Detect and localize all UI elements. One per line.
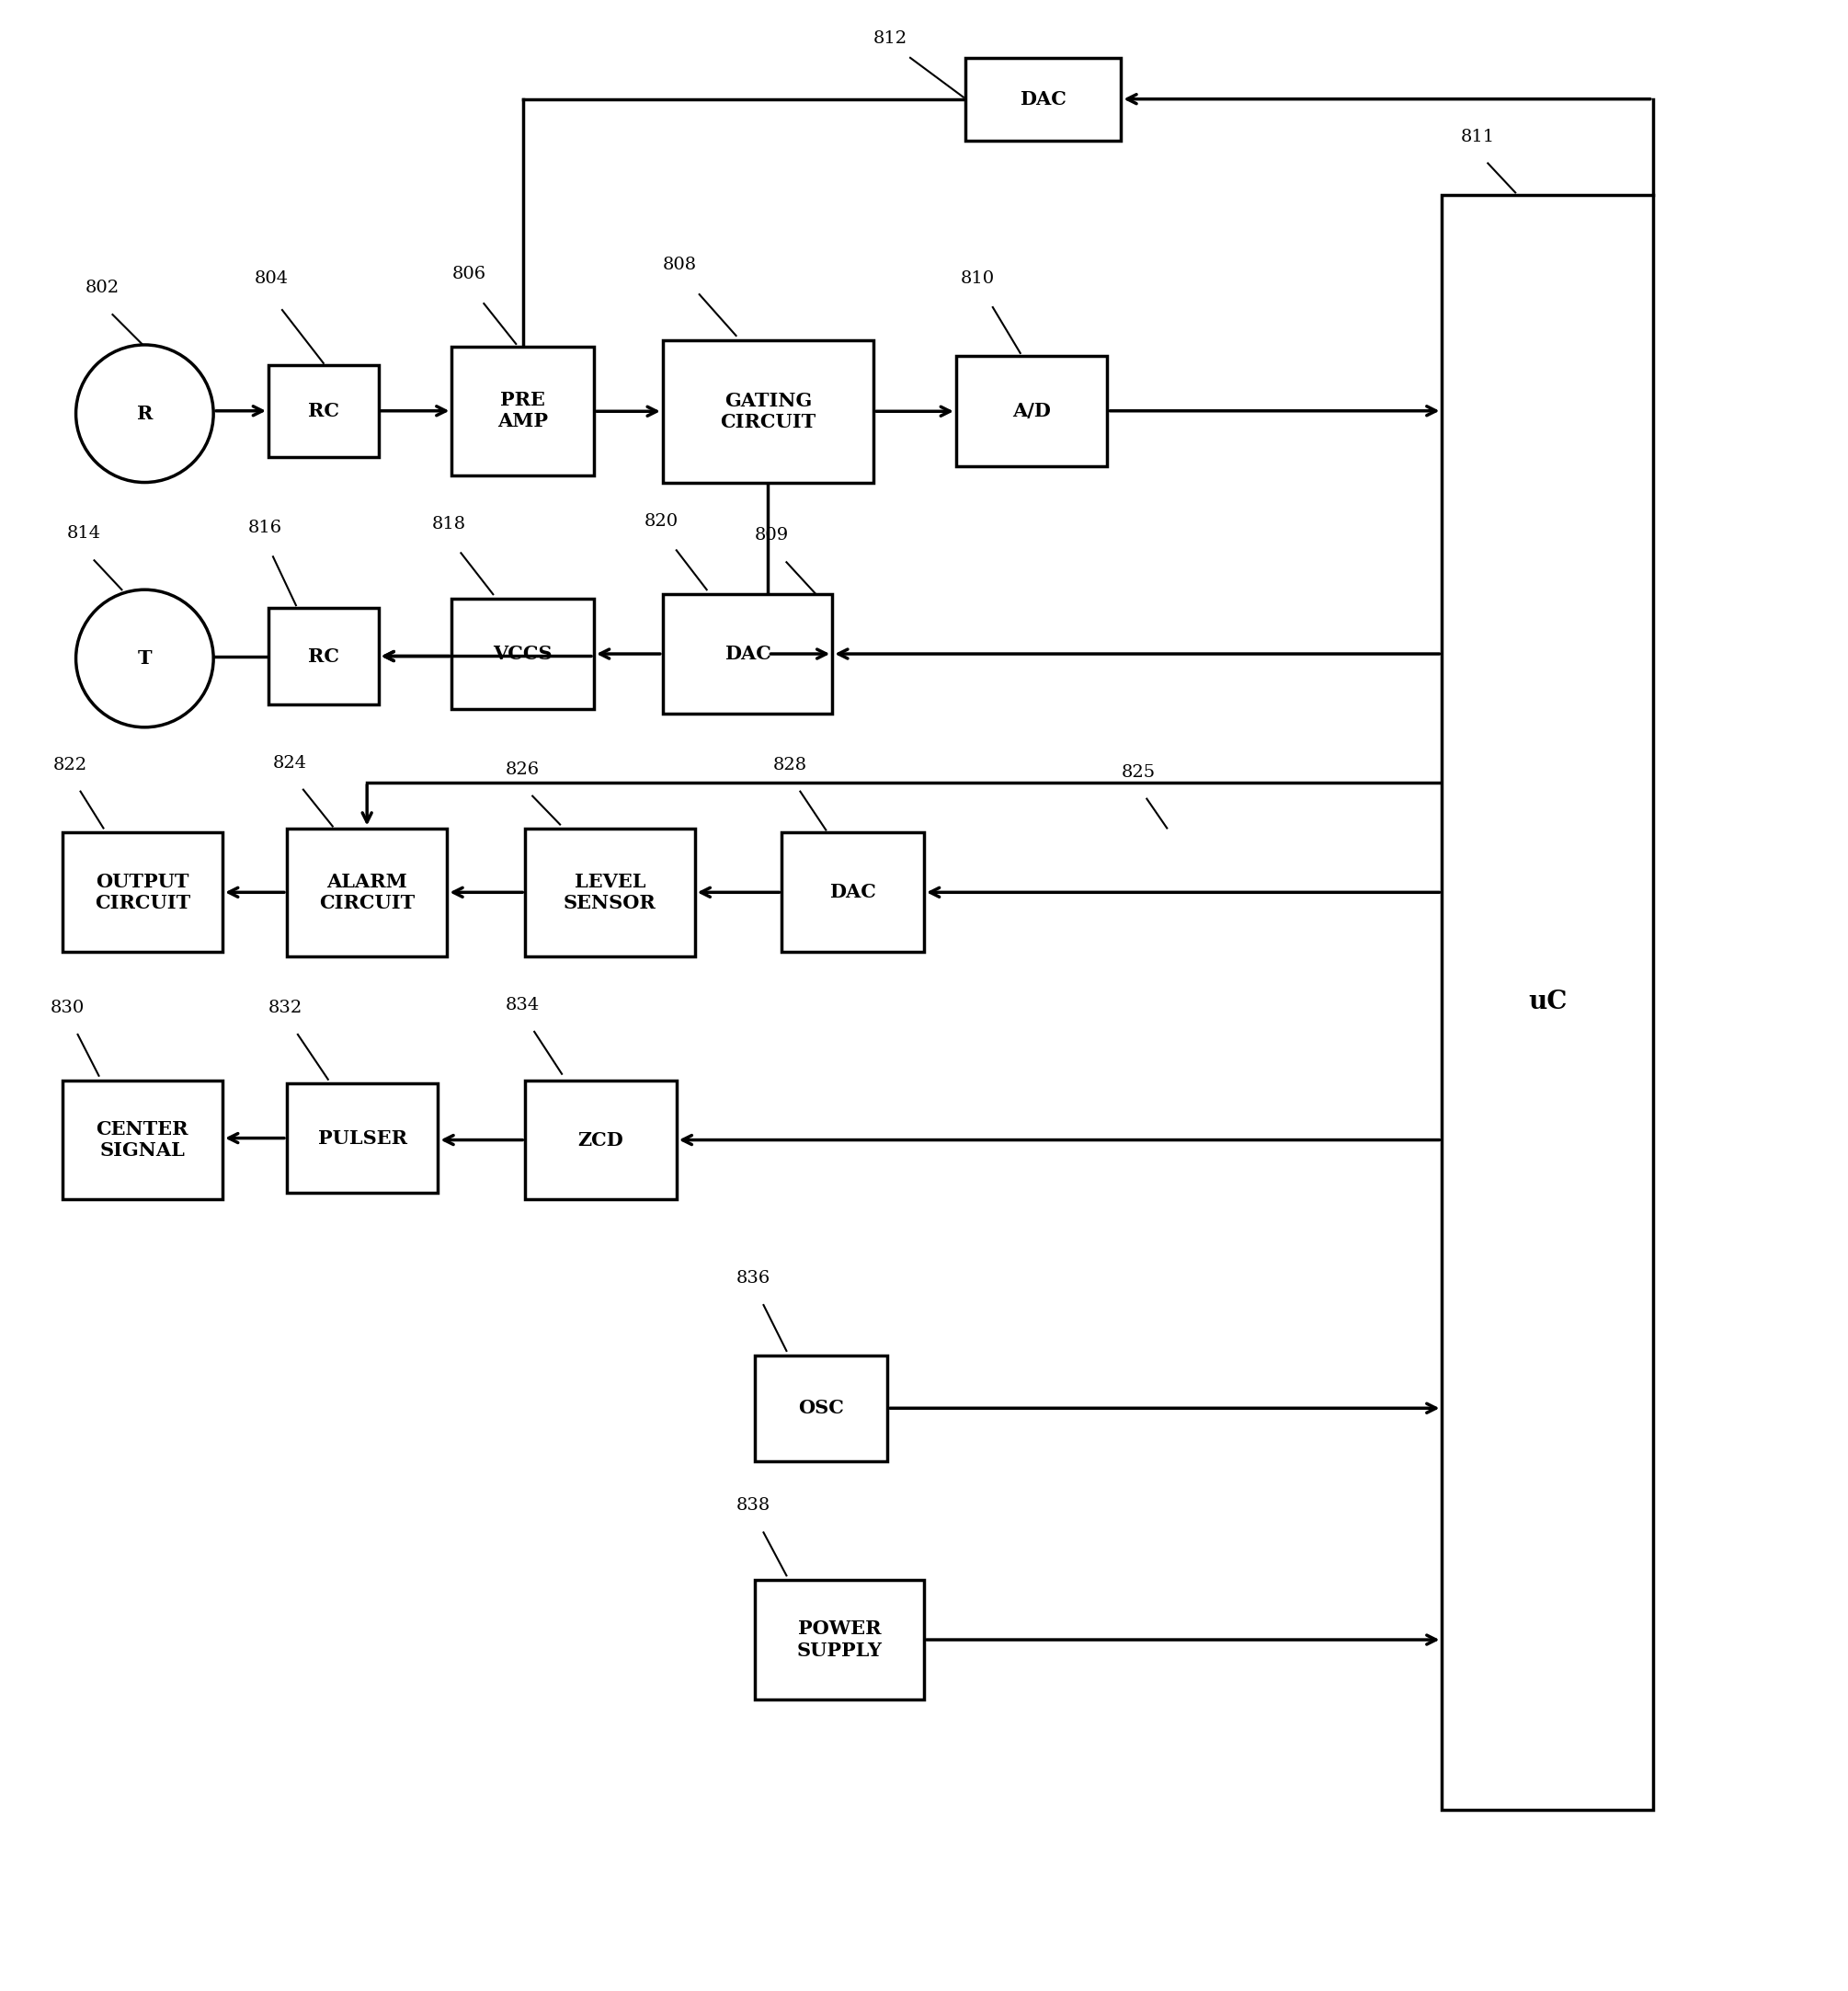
Bar [525, 828, 695, 956]
Bar [965, 58, 1122, 139]
Text: 806: 806 [451, 267, 486, 283]
Bar [63, 1081, 222, 1199]
Text: OSC: OSC [798, 1400, 845, 1418]
Text: 808: 808 [663, 257, 697, 273]
Text: RC: RC [309, 402, 338, 420]
Text: DAC: DAC [1020, 90, 1066, 108]
Circle shape [76, 344, 213, 482]
Text: 830: 830 [50, 999, 85, 1015]
Text: VCCS: VCCS [493, 645, 553, 663]
Text: uC: uC [1528, 990, 1567, 1015]
Text: 824: 824 [274, 755, 307, 771]
Text: POWER
SUPPLY: POWER SUPPLY [796, 1621, 881, 1660]
Text: CENTER
SIGNAL: CENTER SIGNAL [96, 1121, 188, 1161]
Bar [754, 1356, 887, 1461]
Text: PULSER: PULSER [318, 1129, 407, 1147]
Bar [663, 593, 832, 713]
Text: 825: 825 [1122, 765, 1155, 780]
Bar [754, 1581, 924, 1700]
Circle shape [76, 589, 213, 727]
Bar [268, 364, 379, 456]
Text: RC: RC [309, 647, 338, 665]
Text: ALARM
CIRCUIT: ALARM CIRCUIT [320, 872, 416, 912]
Text: 838: 838 [736, 1497, 771, 1513]
Bar [782, 832, 924, 952]
Bar [286, 828, 447, 956]
Bar [955, 356, 1107, 466]
Text: DAC: DAC [724, 645, 771, 663]
Text: 814: 814 [67, 526, 102, 542]
Bar [268, 607, 379, 705]
Text: 818: 818 [432, 516, 466, 534]
Bar [525, 1081, 676, 1199]
Text: OUTPUT
CIRCUIT: OUTPUT CIRCUIT [94, 872, 190, 912]
Text: 826: 826 [505, 761, 540, 778]
Text: 822: 822 [54, 757, 87, 773]
Text: 811: 811 [1460, 127, 1495, 145]
Text: 802: 802 [85, 279, 120, 297]
Bar [1441, 195, 1652, 1810]
Text: ZCD: ZCD [578, 1131, 623, 1149]
Bar [63, 832, 222, 952]
Text: 804: 804 [255, 271, 288, 287]
Text: 834: 834 [505, 997, 540, 1013]
Bar [451, 346, 593, 476]
Text: R: R [137, 404, 153, 422]
Bar [663, 340, 874, 482]
Text: 820: 820 [645, 514, 678, 530]
Text: 836: 836 [736, 1270, 771, 1286]
Text: LEVEL
SENSOR: LEVEL SENSOR [564, 872, 656, 912]
Text: PRE
AMP: PRE AMP [497, 390, 549, 430]
Text: 812: 812 [874, 30, 907, 46]
Text: 828: 828 [772, 757, 808, 773]
Text: A/D: A/D [1013, 402, 1052, 420]
Text: T: T [137, 649, 152, 667]
Text: 832: 832 [268, 999, 303, 1015]
Text: 809: 809 [754, 528, 789, 544]
Text: 816: 816 [248, 520, 283, 536]
Bar [286, 1083, 438, 1193]
Text: 810: 810 [961, 271, 994, 287]
Text: GATING
CIRCUIT: GATING CIRCUIT [721, 392, 817, 432]
Text: DAC: DAC [830, 884, 876, 902]
Bar [451, 599, 593, 709]
